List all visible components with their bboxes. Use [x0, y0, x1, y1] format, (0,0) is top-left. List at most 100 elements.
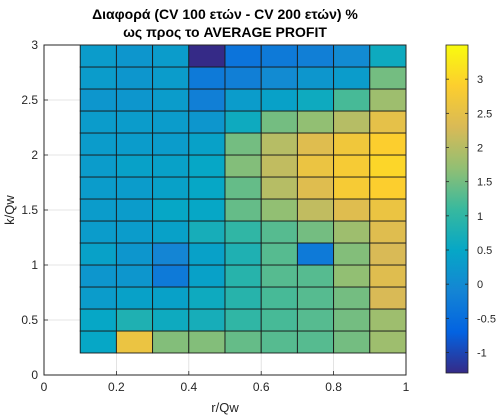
heatmap-cell [115, 154, 154, 178]
heatmap-cell [188, 242, 226, 266]
y-tick-label: 1 [31, 258, 38, 272]
heatmap-cell [188, 308, 226, 332]
heatmap-cell [188, 264, 226, 288]
heatmap-cell [296, 198, 335, 222]
colorbar-tick-label: 0.5 [477, 245, 492, 257]
heatmap-cell [188, 198, 226, 222]
heatmap-cell [333, 44, 371, 68]
heatmap-cell [224, 88, 262, 112]
heatmap-cell [333, 286, 371, 310]
heatmap-cell [369, 176, 407, 200]
colorbar-tick-label: -1 [477, 348, 487, 360]
x-axis-ticks: 0 0.2 0.4 0.6 0.8 1 [41, 371, 410, 394]
heatmap-cell [79, 330, 117, 354]
heatmap-cell [296, 110, 335, 134]
colorbar [445, 44, 469, 374]
heatmap-cell [296, 286, 335, 310]
heatmap-cell [333, 198, 371, 222]
heatmap-cell [152, 308, 190, 332]
y-tick-label: 3 [31, 38, 38, 52]
heatmap-cell [115, 132, 154, 156]
heatmap-cell [79, 44, 117, 68]
heatmap-cell [79, 220, 117, 244]
heatmap-cell [79, 154, 117, 178]
heatmap-cell [296, 176, 335, 200]
heatmap-cell [369, 286, 407, 310]
heatmap-cell [224, 198, 262, 222]
heatmap-cell [260, 198, 298, 222]
heatmap-cell [333, 88, 371, 112]
heatmap-cell [296, 88, 335, 112]
heatmap-cell [333, 110, 371, 134]
heatmap-cell [115, 110, 154, 134]
heatmap-cell [296, 330, 335, 354]
x-tick-label: 1 [403, 380, 410, 394]
heatmap-cell [260, 44, 298, 68]
chart-title: Διαφορά (CV 100 ετών - CV 200 ετών) % ως… [92, 6, 358, 40]
heatmap-cell [224, 176, 262, 200]
heatmap-cell [296, 132, 335, 156]
heatmap-cell [115, 220, 154, 244]
colorbar-tick-label: 3 [477, 74, 483, 86]
heatmap-cell [260, 286, 298, 310]
heatmap-cell [369, 308, 407, 332]
x-tick-label: 0.4 [180, 380, 197, 394]
heatmap-cell [79, 286, 117, 310]
heatmap-cell [79, 88, 117, 112]
y-axis-ticks: 0 0.5 1 1.5 2 2.5 3 [21, 38, 48, 382]
heatmap-cell [260, 132, 298, 156]
colorbar-tick-label: 2 [477, 143, 483, 155]
heatmap-cell [260, 264, 298, 288]
heatmap-cell [296, 44, 335, 68]
heatmap-cell [369, 110, 407, 134]
heatmap-cell [296, 264, 335, 288]
heatmap-cell [152, 220, 190, 244]
heatmap-cell [152, 44, 190, 68]
heatmap-cell [188, 154, 226, 178]
heatmap-cell [369, 330, 407, 354]
heatmap-cell [152, 286, 190, 310]
heatmap-cell [115, 286, 154, 310]
heatmap-cell [260, 176, 298, 200]
heatmap-cell [296, 308, 335, 332]
heatmap-cell [224, 264, 262, 288]
heatmap-cell [188, 110, 226, 134]
heatmap-cell [152, 330, 190, 354]
heatmap-cell [115, 308, 154, 332]
heatmap-cell [79, 176, 117, 200]
heatmap-cell [79, 66, 117, 90]
x-tick-label: 0 [41, 380, 48, 394]
heatmap-cell [333, 66, 371, 90]
heatmap-cell [79, 308, 117, 332]
heatmap-cell [369, 154, 407, 178]
heatmap-cell [260, 242, 298, 266]
heatmap-cell [79, 132, 117, 156]
y-tick-label: 2 [31, 148, 38, 162]
heatmap-cell [79, 264, 117, 288]
heatmap-cell [224, 110, 262, 134]
x-axis-label: r/Qw [211, 400, 239, 415]
heatmap-cell [224, 330, 262, 354]
heatmap-cell [333, 132, 371, 156]
heatmap-cell [260, 154, 298, 178]
colorbar-tick-label: -0.5 [477, 313, 496, 325]
x-tick-label: 0.8 [325, 380, 342, 394]
heatmap-cell [260, 110, 298, 134]
heatmap-cell [333, 264, 371, 288]
heatmap-cell [224, 132, 262, 156]
heatmap-cell [152, 132, 190, 156]
heatmap-cell [224, 154, 262, 178]
heatmap-cell [333, 330, 371, 354]
heatmap-cell [224, 66, 262, 90]
heatmap-cell [224, 242, 262, 266]
heatmap-cell [369, 242, 407, 266]
heatmap-cell [333, 242, 371, 266]
colorbar-tick-label: 2.5 [477, 108, 492, 120]
heatmap-cell [115, 242, 154, 266]
heatmap-cell [115, 264, 154, 288]
heatmap-cell [188, 88, 226, 112]
heatmap-cell [115, 88, 154, 112]
heatmap-cell [369, 198, 407, 222]
heatmap-cell [260, 88, 298, 112]
colorbar-tick-label: 1 [477, 211, 483, 223]
